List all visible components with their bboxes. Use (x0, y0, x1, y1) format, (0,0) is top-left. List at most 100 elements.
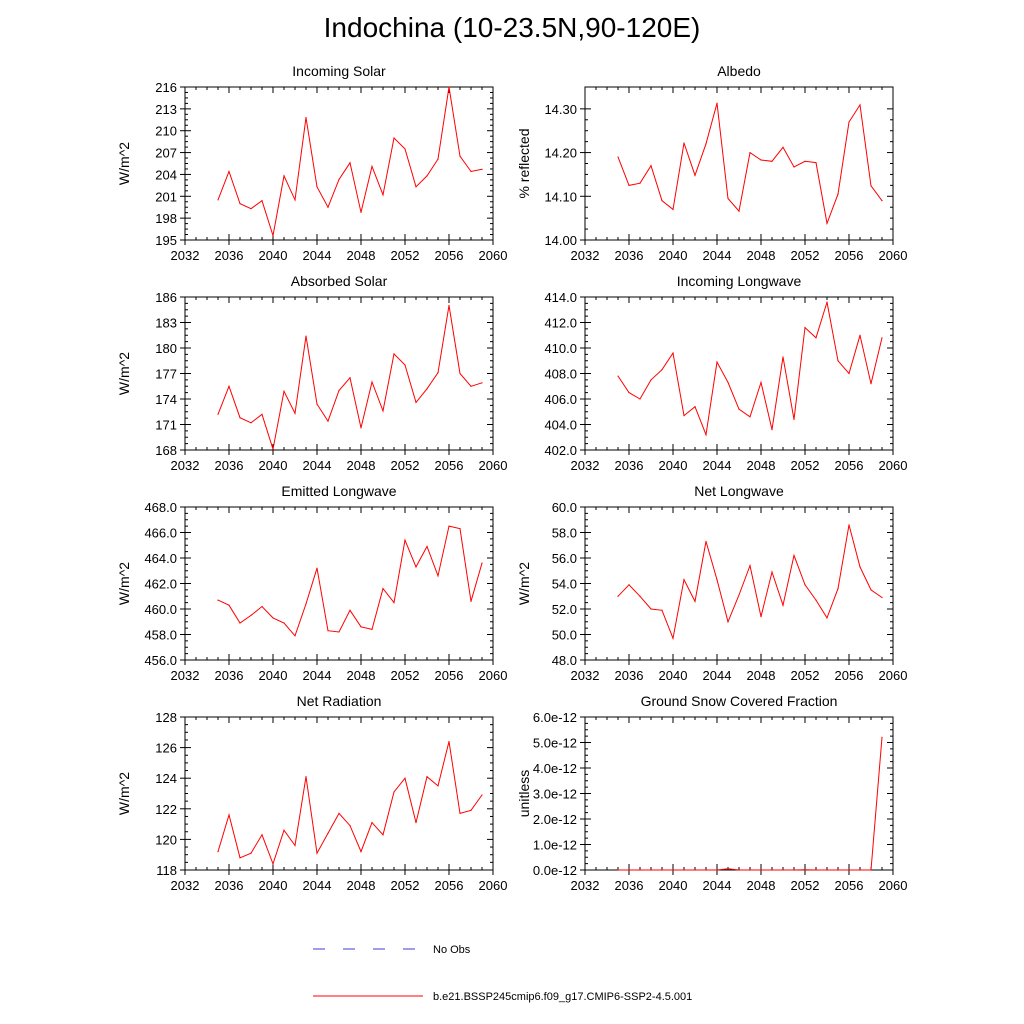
x-tick-label: 2044 (703, 668, 732, 683)
data-point (305, 603, 307, 605)
data-point (217, 199, 219, 201)
x-tick-label: 2048 (747, 458, 776, 473)
x-tick-label: 2060 (879, 248, 908, 263)
y-tick-label: 183 (155, 316, 177, 331)
data-point (250, 614, 252, 616)
data-point (716, 579, 718, 581)
x-tick-label: 2060 (479, 248, 508, 263)
x-tick-label: 2052 (791, 668, 820, 683)
data-point (870, 589, 872, 591)
data-point (371, 165, 373, 168)
y-tick-label: 60.0 (552, 500, 577, 515)
data-point (404, 148, 406, 150)
y-tick-label: 198 (155, 211, 177, 226)
data-point (250, 422, 252, 424)
data-point (705, 540, 707, 543)
y-tick-label: 468.0 (144, 500, 177, 515)
data-point (815, 599, 817, 601)
data-point (250, 208, 252, 210)
y-tick-label: 466.0 (144, 526, 177, 541)
data-point (617, 375, 619, 377)
legend-model-label: b.e21.BSSP245cmip6.f09_g17.CMIP6-SSP2-4.… (433, 991, 692, 1003)
data-point (239, 417, 241, 419)
x-tick-label: 2056 (435, 878, 464, 893)
y-tick-label: 120 (155, 832, 177, 847)
data-point (859, 566, 861, 568)
data-point (239, 202, 241, 205)
data-point (217, 413, 219, 415)
data-point (426, 175, 428, 177)
x-tick-label: 2056 (835, 458, 864, 473)
data-point (716, 361, 718, 363)
panel-title: Emitted Longwave (281, 483, 396, 499)
panel-title: Ground Snow Covered Fraction (641, 693, 838, 709)
x-tick-label: 2036 (615, 458, 644, 473)
data-point (415, 401, 417, 403)
x-tick-label: 2040 (659, 668, 688, 683)
y-tick-label: 410.0 (544, 341, 577, 356)
y-axis-label: W/m^2 (516, 562, 532, 605)
x-tick-label: 2036 (215, 668, 244, 683)
data-point (470, 385, 472, 387)
data-point (628, 184, 630, 186)
data-point (837, 869, 839, 871)
panel-0: Incoming Solar 2032 2036 2040 2044 2048 2052 20… (116, 63, 507, 263)
x-tick-label: 2060 (479, 878, 508, 893)
data-point (316, 186, 318, 188)
data-point (815, 337, 817, 339)
data-point (793, 418, 795, 420)
x-tick-label: 2040 (259, 458, 288, 473)
x-tick-label: 2056 (835, 248, 864, 263)
series-line (617, 524, 883, 641)
x-tick-label: 2048 (347, 668, 376, 683)
data-point (661, 609, 663, 611)
x-tick-label: 2056 (835, 668, 864, 683)
panel-title: Absorbed Solar (291, 273, 388, 289)
x-tick-label: 2040 (259, 668, 288, 683)
panel-title: Albedo (717, 63, 761, 79)
y-tick-label: 6.0e-12 (533, 710, 577, 725)
data-point (672, 637, 674, 639)
x-tick-label: 2032 (571, 668, 600, 683)
data-point (470, 600, 472, 602)
data-point (283, 390, 285, 392)
y-tick-label: 216 (155, 80, 177, 95)
data-point (804, 327, 806, 329)
y-tick-label: 122 (155, 802, 177, 817)
data-point (826, 301, 828, 303)
data-point (859, 334, 861, 336)
panel-6: Net Radiation 2032 2036 2040 2044 2048 2052 205… (116, 693, 507, 893)
data-point (261, 413, 263, 415)
x-tick-label: 2032 (171, 458, 200, 473)
y-axis-label: % reflected (516, 128, 532, 198)
data-point (360, 427, 362, 429)
data-point (250, 852, 252, 854)
x-tick-label: 2036 (615, 668, 644, 683)
data-point (672, 352, 674, 354)
data-point (804, 584, 806, 586)
y-tick-label: 52.0 (552, 602, 577, 617)
plot-frame (584, 716, 894, 871)
data-point (639, 398, 641, 400)
data-point (881, 337, 883, 339)
data-point (283, 175, 285, 177)
data-point (859, 869, 861, 871)
data-point (760, 869, 762, 871)
data-point (327, 832, 329, 834)
data-point (349, 825, 351, 827)
y-axis-label: W/m^2 (116, 772, 132, 815)
x-tick-label: 2044 (703, 248, 732, 263)
plot-frame (584, 86, 894, 241)
data-point (316, 403, 318, 405)
data-point (228, 814, 230, 816)
x-tick-label: 2036 (215, 878, 244, 893)
data-point (217, 851, 219, 853)
legend: No Obs b.e21.BSSP245cmip6.f09_g17.CMIP6-S… (313, 944, 692, 1003)
data-point (371, 381, 373, 383)
data-point (672, 869, 674, 871)
data-point (870, 383, 872, 385)
x-tick-label: 2056 (435, 668, 464, 683)
data-point (617, 869, 619, 871)
data-point (804, 160, 806, 162)
y-tick-label: 464.0 (144, 551, 177, 566)
